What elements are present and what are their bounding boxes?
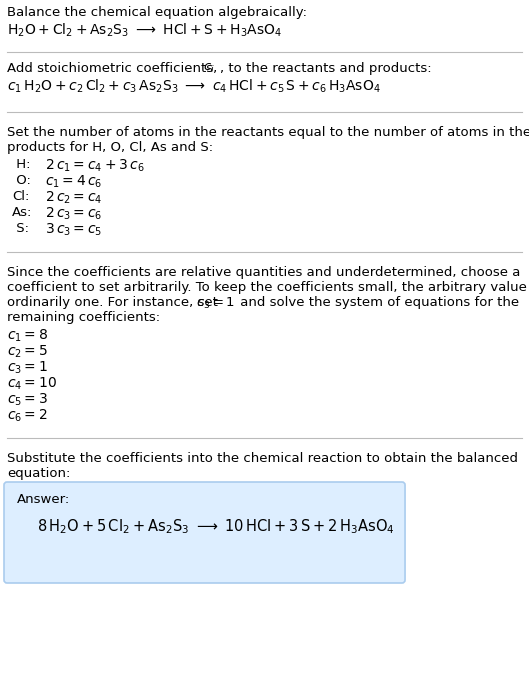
Text: $c_2 = 5$: $c_2 = 5$: [7, 344, 48, 361]
Text: $c_i$: $c_i$: [203, 62, 215, 75]
Text: $c_1 = 4\,c_6$: $c_1 = 4\,c_6$: [45, 174, 103, 190]
Text: Add stoichiometric coefficients,: Add stoichiometric coefficients,: [7, 62, 222, 75]
Text: O:: O:: [12, 174, 31, 187]
Text: $2\,c_2 = c_4$: $2\,c_2 = c_4$: [45, 190, 103, 206]
Text: ordinarily one. For instance, set: ordinarily one. For instance, set: [7, 296, 222, 309]
Text: , to the reactants and products:: , to the reactants and products:: [220, 62, 432, 75]
Text: and solve the system of equations for the: and solve the system of equations for th…: [236, 296, 519, 309]
Text: remaining coefficients:: remaining coefficients:: [7, 311, 160, 324]
Text: $2\,c_1 = c_4 + 3\,c_6$: $2\,c_1 = c_4 + 3\,c_6$: [45, 158, 145, 174]
Text: $8\,\mathrm{H_2O} + 5\,\mathrm{Cl_2} + \mathrm{As_2S_3} \ \longrightarrow \ 10\,: $8\,\mathrm{H_2O} + 5\,\mathrm{Cl_2} + \…: [37, 517, 395, 536]
Text: As:: As:: [12, 206, 32, 219]
Text: Since the coefficients are relative quantities and underdetermined, choose a: Since the coefficients are relative quan…: [7, 266, 521, 279]
FancyBboxPatch shape: [4, 482, 405, 583]
Text: $\mathrm{H_2O + Cl_2 + As_2S_3 \ \longrightarrow \ HCl + S + H_3AsO_4}$: $\mathrm{H_2O + Cl_2 + As_2S_3 \ \longri…: [7, 22, 282, 39]
Text: $c_3 = 1$: $c_3 = 1$: [7, 360, 48, 376]
Text: Substitute the coefficients into the chemical reaction to obtain the balanced: Substitute the coefficients into the che…: [7, 452, 518, 465]
Text: equation:: equation:: [7, 467, 70, 480]
Text: coefficient to set arbitrarily. To keep the coefficients small, the arbitrary va: coefficient to set arbitrarily. To keep …: [7, 281, 529, 294]
Text: $2\,c_3 = c_6$: $2\,c_3 = c_6$: [45, 206, 103, 223]
Text: S:: S:: [12, 222, 29, 235]
Text: $c_1\,\mathrm{H_2O} + c_2\,\mathrm{Cl_2} + c_3\,\mathrm{As_2S_3} \ \longrightarr: $c_1\,\mathrm{H_2O} + c_2\,\mathrm{Cl_2}…: [7, 78, 381, 95]
Text: H:: H:: [12, 158, 31, 171]
Text: Cl:: Cl:: [12, 190, 30, 203]
Text: $c_3 = 1$: $c_3 = 1$: [196, 296, 235, 311]
Text: $c_4 = 10$: $c_4 = 10$: [7, 376, 57, 392]
Text: products for H, O, Cl, As and S:: products for H, O, Cl, As and S:: [7, 141, 213, 154]
Text: $3\,c_3 = c_5$: $3\,c_3 = c_5$: [45, 222, 103, 238]
Text: Balance the chemical equation algebraically:: Balance the chemical equation algebraica…: [7, 6, 307, 19]
Text: $c_1 = 8$: $c_1 = 8$: [7, 328, 48, 344]
Text: $c_5 = 3$: $c_5 = 3$: [7, 392, 48, 408]
Text: Set the number of atoms in the reactants equal to the number of atoms in the: Set the number of atoms in the reactants…: [7, 126, 529, 139]
Text: Answer:: Answer:: [17, 493, 70, 506]
Text: $c_6 = 2$: $c_6 = 2$: [7, 408, 48, 425]
